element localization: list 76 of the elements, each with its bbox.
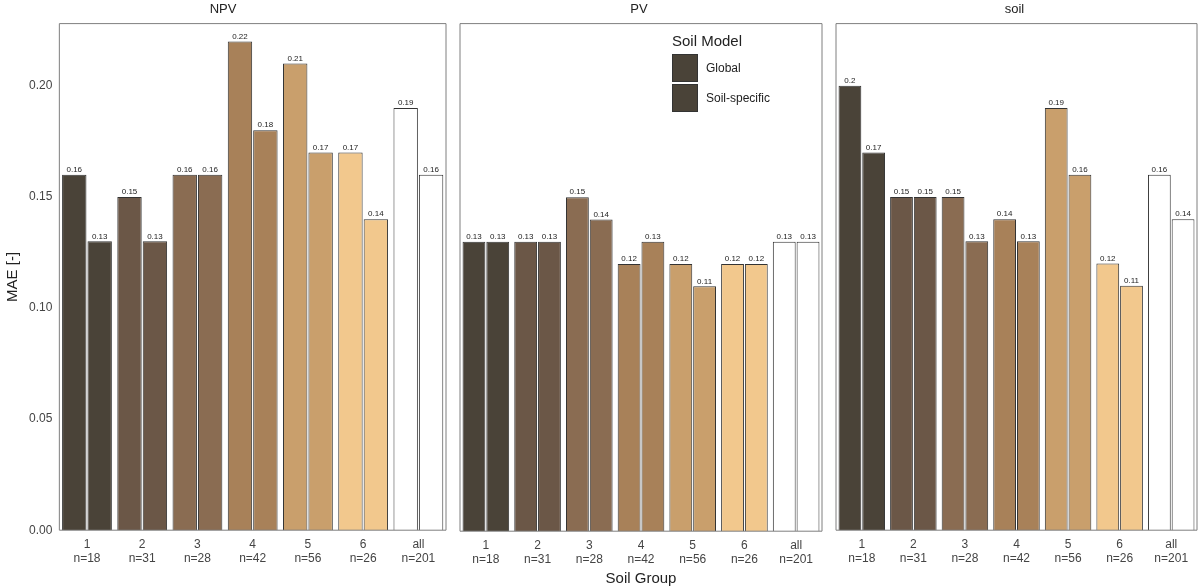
x-tick-label: 1 n=18 [73,536,101,566]
y-tick-label: 0.15 [29,189,53,204]
x-tick-label: 3 n=28 [183,536,212,566]
data-label: 0.18 [257,120,274,130]
y-tick-label: 0.10 [29,300,53,315]
data-label: 0.22 [232,31,249,41]
data-label: 0.12 [673,254,690,264]
data-label: 0.15 [121,187,138,197]
y-tick-label: 0.05 [29,411,53,426]
x-tick-label: 6 n=26 [1106,536,1134,566]
data-label: 0.17 [865,142,882,152]
x-tick-label: 5 n=56 [1054,536,1082,566]
data-label: 0.17 [342,142,359,152]
data-label: 0.13 [91,231,109,241]
x-tick-label: 2 n=31 [128,536,157,566]
x-tick-label: 3 n=28 [575,537,604,567]
x-tick-label: 5 n=56 [294,536,322,566]
data-label: 0.13 [776,231,793,241]
x-tick-label: 6 n=26 [349,536,377,566]
data-label: 0.16 [202,164,219,174]
chart-title: NPV [209,1,237,17]
x-tick-label: 2 n=31 [899,536,928,566]
data-label: 0.16 [423,164,440,174]
x-tick-label: 1 n=18 [848,536,876,566]
data-label: 0.19 [1048,98,1065,108]
data-label: 0.13 [489,231,507,241]
data-label: 0.13 [800,231,817,241]
x-tick-label: all n=201 [779,537,814,567]
data-label: 0.16 [1151,164,1168,174]
x-tick-label: all n=201 [401,536,436,566]
data-label: 0.12 [621,254,638,264]
legend-title: Soil Model [672,31,744,49]
legend-label: Soil-specific [706,90,771,105]
data-label: 0.15 [569,187,586,197]
x-tick-label: 4 n=42 [1002,536,1031,566]
x-tick-label: 4 n=42 [627,537,655,567]
data-label: 0.15 [945,187,962,197]
data-label: 0.17 [312,142,329,152]
x-axis-title: Soil Group [605,569,677,587]
x-tick-label: 3 n=28 [951,536,979,566]
data-label: 0.13 [147,231,164,241]
data-label: 0.13 [541,231,558,241]
data-label: 0.19 [397,98,415,108]
data-label: 0.13 [645,231,662,241]
data-label: 0.12 [1099,253,1117,263]
x-tick-label: 6 n=26 [730,537,759,567]
data-label: 0.11 [697,276,713,286]
data-label: 0.14 [593,209,610,219]
data-label: 0.16 [176,164,194,174]
legend-label: Global [706,60,741,75]
data-label: 0.16 [1072,164,1089,174]
y-tick-label: 0.00 [29,522,53,537]
data-label: 0.14 [996,209,1013,219]
chart-title: soil [1004,1,1025,17]
data-label: 0.14 [368,209,385,219]
x-tick-label: 5 n=56 [679,537,707,567]
x-tick-label: all n=201 [1154,536,1189,566]
data-label: 0.12 [748,254,765,264]
x-tick-label: 4 n=42 [239,536,267,566]
data-label: 0.13 [969,231,986,241]
data-label: 0.13 [1020,231,1037,241]
data-label: 0.12 [724,254,741,264]
data-label: 0.2 [844,76,857,86]
x-tick-label: 2 n=31 [524,537,552,567]
data-label: 0.14 [1175,209,1192,219]
data-label: 0.11 [1124,275,1140,285]
x-tick-label: 1 n=18 [472,537,500,567]
data-label: 0.13 [466,231,483,241]
data-label: 0.21 [287,53,304,63]
data-label: 0.13 [517,231,535,241]
y-axis-title: MAE [-] [3,251,21,302]
data-label: 0.16 [66,164,83,174]
data-label: 0.15 [893,187,910,197]
data-label: 0.15 [917,187,934,197]
chart-title: PV [630,1,648,17]
y-tick-label: 0.20 [29,78,53,93]
